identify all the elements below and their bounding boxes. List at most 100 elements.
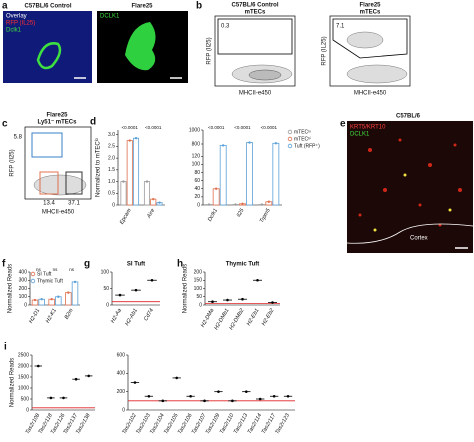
plot-subtitle: mTECs bbox=[360, 10, 381, 16]
bar bbox=[71, 281, 79, 306]
data-point bbox=[175, 376, 179, 380]
x-tick-label: H2-Eb2 bbox=[261, 308, 276, 327]
y-tick-label: 100 bbox=[101, 269, 110, 275]
gate-label: 0.3 bbox=[221, 24, 230, 30]
data-point bbox=[62, 396, 65, 400]
x-tick-label: Aire bbox=[146, 208, 157, 220]
data-point bbox=[221, 144, 225, 147]
bar bbox=[272, 142, 280, 206]
y-tick-label: 300 bbox=[19, 278, 28, 284]
gate-label: 5.8 bbox=[14, 135, 23, 141]
legend-marker bbox=[287, 129, 293, 135]
gate bbox=[217, 18, 293, 55]
legend-text: KRT5/KRT10 bbox=[350, 125, 386, 131]
data-point bbox=[189, 394, 192, 398]
y-tick-label: 20 bbox=[194, 194, 200, 200]
data-point bbox=[87, 374, 90, 378]
legend-text: Thymic Tuft bbox=[37, 278, 63, 284]
tuft-cells bbox=[373, 173, 452, 232]
chart-title: Thymic Tuft bbox=[226, 262, 260, 268]
region-label: Cortex bbox=[410, 236, 428, 242]
data-point bbox=[241, 202, 244, 205]
data-point bbox=[118, 293, 122, 297]
data-point bbox=[211, 300, 214, 304]
chart-title: SI Tuft bbox=[127, 262, 145, 268]
density bbox=[33, 174, 87, 196]
data-point bbox=[50, 298, 53, 301]
x-tick-label: H2-Ab1 bbox=[124, 308, 139, 327]
legend-text: mTECʰⁱ bbox=[294, 135, 311, 142]
x-axis-label: MHCII-e450 bbox=[354, 91, 387, 97]
data-point bbox=[128, 139, 131, 142]
y-tick-label: 100 bbox=[19, 294, 28, 300]
y-tick-label: 0 bbox=[199, 302, 202, 308]
data-point bbox=[217, 390, 220, 393]
plot-frame bbox=[214, 15, 296, 87]
plot-frame bbox=[24, 126, 92, 200]
x-tick-label: H2-Eb1 bbox=[246, 308, 261, 327]
plot-subtitle: mTECs bbox=[245, 10, 266, 16]
panel-letter: f bbox=[2, 259, 6, 270]
y-tick-label: 0 bbox=[122, 407, 125, 413]
data-point bbox=[234, 203, 237, 206]
y-tick-label: 150 bbox=[194, 278, 203, 284]
y-tick-label: 2.5 bbox=[108, 144, 115, 150]
panel-letter: a bbox=[2, 1, 8, 12]
image-title: C57BL/6 bbox=[396, 114, 421, 120]
y-tick-label: 1.5 bbox=[108, 167, 115, 173]
cell bbox=[125, 22, 156, 71]
micrograph bbox=[3, 11, 92, 83]
y-tick-label: 200 bbox=[194, 269, 203, 275]
y-tick-label: 50 bbox=[103, 286, 109, 292]
y-axis-label: Normalized Reads bbox=[10, 358, 16, 407]
y-tick-label: 2.0 bbox=[108, 155, 115, 161]
flow-plot: Flare25 mTECs 7.1 RFP (IL25) MHCII-e450 bbox=[322, 3, 411, 97]
gate-label: 13.4 bbox=[43, 201, 55, 207]
bar bbox=[132, 137, 140, 206]
x-tick-label: H2-DMa bbox=[200, 308, 215, 329]
bar bbox=[212, 188, 220, 206]
image-title: C57BL/6 Control bbox=[24, 4, 71, 10]
legend-text: DCLK1 bbox=[100, 14, 120, 20]
data-point bbox=[244, 390, 248, 393]
bar bbox=[143, 181, 151, 206]
density bbox=[346, 31, 384, 49]
y-axis-label: Normalized Reads bbox=[8, 264, 14, 313]
y-tick-label: 200 bbox=[19, 286, 28, 292]
legend-text: RFP (IL25) bbox=[6, 21, 35, 27]
y-tick-label: 1500 bbox=[18, 374, 29, 380]
y-tick-label: 0 bbox=[112, 202, 115, 208]
data-point bbox=[150, 278, 154, 282]
flow-plot: C57BL/6 Control mTECs 0.3 RFP (Il25) MHC… bbox=[207, 3, 296, 97]
y-tick-label: 100 bbox=[192, 162, 201, 168]
y-tick-label: 1000 bbox=[18, 385, 29, 391]
data-point bbox=[133, 381, 137, 384]
data-point bbox=[267, 200, 271, 203]
x-tick-label: Tas2r123 bbox=[274, 412, 291, 436]
y-tick-label: 400 bbox=[19, 269, 28, 275]
gate-label: 7.1 bbox=[336, 24, 345, 30]
y-tick-label: 400 bbox=[117, 371, 126, 377]
x-tick-label: Trpm5 bbox=[259, 207, 272, 224]
legend-text: Dclk1 bbox=[6, 28, 22, 34]
panel-letter: g bbox=[84, 259, 90, 270]
bar bbox=[120, 181, 127, 206]
legend-marker bbox=[287, 143, 293, 149]
bar bbox=[219, 144, 227, 206]
x-tick-label: Il25 bbox=[236, 207, 246, 218]
data-point bbox=[57, 295, 60, 298]
cortex-boundary bbox=[346, 223, 474, 244]
panel-letter: c bbox=[2, 119, 8, 130]
legend-marker bbox=[30, 278, 36, 284]
y-axis-label: Normalized Reads bbox=[183, 264, 189, 313]
bar bbox=[65, 292, 72, 306]
y-tick-label: 0 bbox=[106, 302, 109, 308]
density bbox=[248, 69, 282, 81]
data-point bbox=[134, 288, 138, 292]
data-point bbox=[73, 280, 77, 284]
panel-letter: i bbox=[4, 342, 7, 353]
x-tick-label: Dclk1 bbox=[207, 208, 219, 223]
data-point bbox=[248, 141, 251, 144]
y-tick-label: 120 bbox=[192, 154, 201, 160]
y-tick-label: 1000 bbox=[189, 127, 200, 133]
